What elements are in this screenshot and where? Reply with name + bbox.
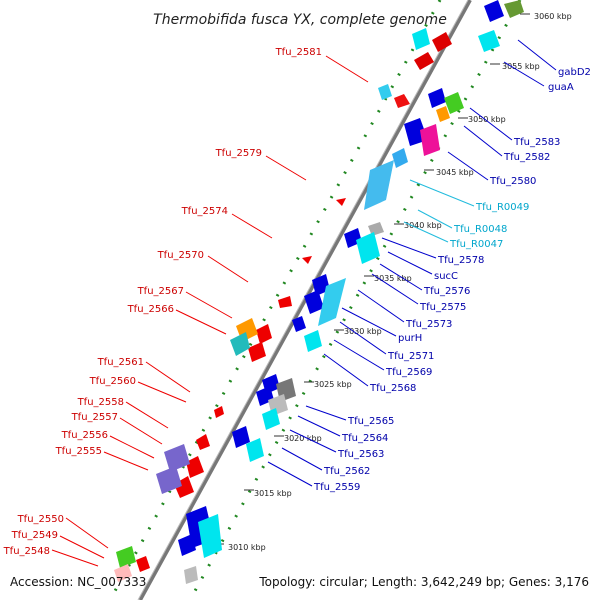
genome-backbone-highlight [137,0,469,600]
gene-label-right[interactable]: Tfu_2565 [347,416,394,427]
gene-label-left[interactable]: Tfu_2561 [97,357,144,368]
forward-strand-features [136,32,452,572]
gene-label-right[interactable]: Tfu_2583 [513,137,560,148]
gene-label-right[interactable]: Tfu_2580 [489,176,536,187]
gene-label-left[interactable]: Tfu_2579 [215,148,262,159]
gene-label-right[interactable]: guaA [548,82,574,93]
gene-label-right[interactable]: Tfu_2569 [385,367,432,378]
gene-label-right[interactable]: Tfu_R0047 [449,239,503,250]
gene-label-right[interactable]: Tfu_R0048 [453,224,507,235]
gene-label-right[interactable]: Tfu_2564 [341,433,388,444]
gene-label-right[interactable]: Tfu_2573 [405,319,452,330]
gene-label-left[interactable]: Tfu_2574 [181,206,228,217]
gene-label-left[interactable]: Tfu_2558 [77,397,124,408]
accession-text: Accession: NC_007333 [10,575,146,589]
gene-label-right[interactable]: Tfu_2563 [337,449,384,460]
gene-label-left[interactable]: Tfu_2566 [127,304,174,315]
gene-label-left[interactable]: Tfu_2556 [61,430,108,441]
tick-label: 3035 kbp [374,274,412,283]
gene-label-right[interactable]: Tfu_2571 [387,351,434,362]
gene-label-left[interactable]: Tfu_2550 [17,514,64,525]
tick-label: 3015 kbp [254,489,292,498]
gene-label-left[interactable]: Tfu_2570 [157,250,204,261]
gene-label-left[interactable]: Tfu_2549 [11,530,58,541]
gene-label-right[interactable]: Tfu_2582 [503,152,550,163]
gene-label-left[interactable]: Tfu_2560 [89,376,136,387]
gene-label-right[interactable]: Tfu_R0049 [475,202,529,213]
gene-label-left[interactable]: Tfu_2567 [137,286,184,297]
tick-label: 3050 kbp [468,115,506,124]
topology-text: Topology: circular; Length: 3,642,249 bp… [258,575,589,589]
tick-marks [214,13,530,545]
gene-label-right[interactable]: Tfu_2578 [437,255,484,266]
tick-label: 3010 kbp [228,543,266,552]
gene-label-left[interactable]: Tfu_2555 [55,446,102,457]
right-callout-lines [267,39,557,487]
gene-label-left[interactable]: Tfu_2557 [71,412,118,423]
track-left-outer [108,0,442,600]
gene-label-right[interactable]: purH [398,333,422,344]
gene-label-left[interactable]: Tfu_2581 [275,47,322,58]
tick-label: 3060 kbp [534,12,572,21]
gene-label-right[interactable]: sucC [434,271,458,282]
gene-label-right[interactable]: Tfu_2559 [313,482,360,493]
gene-label-right[interactable]: gabD2 [558,67,591,78]
left-callout-lines [51,55,369,567]
gene-label-right[interactable]: Tfu_2562 [323,466,370,477]
map-title: Thermobifida fusca YX, complete genome [153,12,447,28]
tick-label: 3055 kbp [502,62,540,71]
tick-label: 3025 kbp [314,380,352,389]
track-right-outer [188,0,522,600]
gene-label-left[interactable]: Tfu_2548 [3,546,50,557]
tick-label: 3045 kbp [436,168,474,177]
reverse-strand-features [178,0,524,584]
tick-label: 3020 kbp [284,434,322,443]
tick-label: 3040 kbp [404,221,442,230]
tick-label: 3030 kbp [344,327,382,336]
gene-label-right[interactable]: Tfu_2575 [419,302,466,313]
rna-callout-lines [403,179,475,243]
genome-backbone [138,0,472,600]
colored-gene-boxes [114,28,430,582]
gene-label-right[interactable]: Tfu_2568 [369,383,416,394]
gene-label-right[interactable]: Tfu_2576 [423,286,470,297]
